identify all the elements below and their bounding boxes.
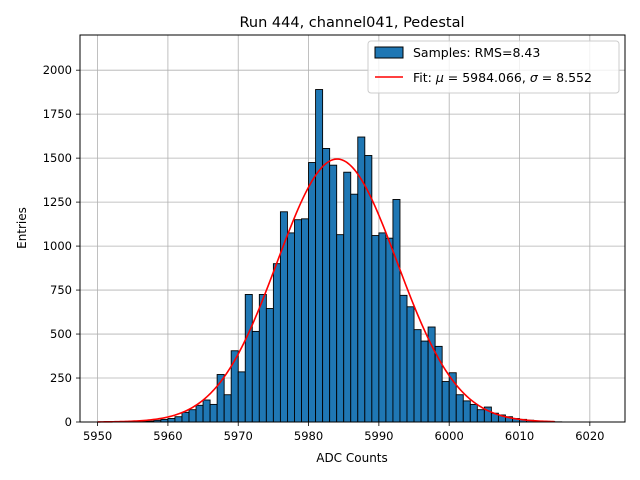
legend-mu-symbol: μ <box>435 70 444 85</box>
x-axis-ticks: 5950 5960 5970 5980 5990 6000 6010 6020 <box>83 422 604 443</box>
histogram-bar <box>462 400 471 423</box>
x-axis-label: ADC Counts <box>316 451 388 465</box>
histogram-bar <box>385 237 394 423</box>
histogram-bar <box>181 411 190 423</box>
legend-fit-prefix: Fit: <box>413 70 436 85</box>
histogram-bar <box>294 219 302 423</box>
histogram-bar <box>350 193 359 423</box>
legend-hist-label: Samples: RMS=8.43 <box>413 45 540 60</box>
histogram-bar <box>287 232 295 423</box>
histogram-bar <box>399 294 408 423</box>
gaussian-fit-line <box>97 158 555 423</box>
histogram-bar <box>251 330 260 423</box>
x-tick-label: 5970 <box>224 429 253 443</box>
x-tick-label: 5950 <box>83 429 112 443</box>
histogram-bar <box>441 381 450 423</box>
histogram-bar <box>237 371 246 423</box>
histogram-bar <box>223 394 232 423</box>
histogram-bar <box>265 308 274 423</box>
legend-hist-swatch <box>374 46 404 59</box>
y-tick-label: 2000 <box>43 63 72 77</box>
y-tick-label: 250 <box>50 371 72 385</box>
y-tick-label: 1000 <box>43 239 72 253</box>
histogram-bar <box>258 294 267 423</box>
histogram-bar <box>378 232 387 423</box>
histogram-bar <box>329 164 338 423</box>
legend-sigma-symbol: σ <box>530 70 539 85</box>
chart-title: Run 444, channel041, Pedestal <box>239 15 464 31</box>
histogram-bar <box>322 148 331 423</box>
histogram-bar <box>455 394 464 423</box>
legend-box <box>367 40 620 94</box>
y-tick-label: 0 <box>65 415 72 429</box>
y-tick-label: 1750 <box>43 107 72 121</box>
histogram-bar <box>174 416 183 423</box>
y-axis-ticks: 0 250 500 750 1000 1250 1500 1750 2000 <box>43 63 80 429</box>
histogram-bar <box>336 234 345 423</box>
axes-frame <box>79 34 626 423</box>
x-tick-label: 5960 <box>153 429 182 443</box>
histogram-bar <box>315 89 324 423</box>
histogram-bars <box>132 89 563 423</box>
histogram-bar <box>244 294 253 423</box>
x-tick-label: 5980 <box>294 429 323 443</box>
y-tick-label: 1250 <box>43 195 72 209</box>
histogram-bar <box>371 235 380 423</box>
histogram-bar <box>392 199 401 423</box>
x-tick-label: 6010 <box>505 429 534 443</box>
histogram-bar <box>413 329 422 423</box>
histogram-bar <box>272 263 281 423</box>
histogram-bar <box>343 171 352 423</box>
y-tick-label: 1500 <box>43 151 72 165</box>
histogram-bar <box>188 409 197 423</box>
histogram-bar <box>469 403 478 423</box>
legend-mu-value: = 5984.066, <box>444 70 530 85</box>
legend-sigma-value: = 8.552 <box>538 70 592 85</box>
histogram-bar <box>202 399 211 423</box>
histogram-bar <box>209 403 218 423</box>
histogram-bar <box>301 218 309 423</box>
x-tick-label: 5990 <box>364 429 393 443</box>
legend-fit-label: Fit: μ = 5984.066, σ = 8.552 <box>413 70 592 85</box>
y-tick-label: 500 <box>50 327 72 341</box>
legend: Samples: RMS=8.43 Fit: μ = 5984.066, σ =… <box>367 40 620 94</box>
histogram-bar <box>195 404 204 423</box>
histogram-bar <box>308 162 317 423</box>
y-tick-label: 750 <box>50 283 72 297</box>
histogram-bar <box>167 418 176 423</box>
x-tick-label: 6000 <box>435 429 464 443</box>
histogram-bar <box>406 306 415 423</box>
x-tick-label: 6020 <box>575 429 604 443</box>
histogram-bar <box>476 409 485 423</box>
y-axis-label: Entries <box>15 207 29 249</box>
histogram-bar <box>420 340 429 423</box>
